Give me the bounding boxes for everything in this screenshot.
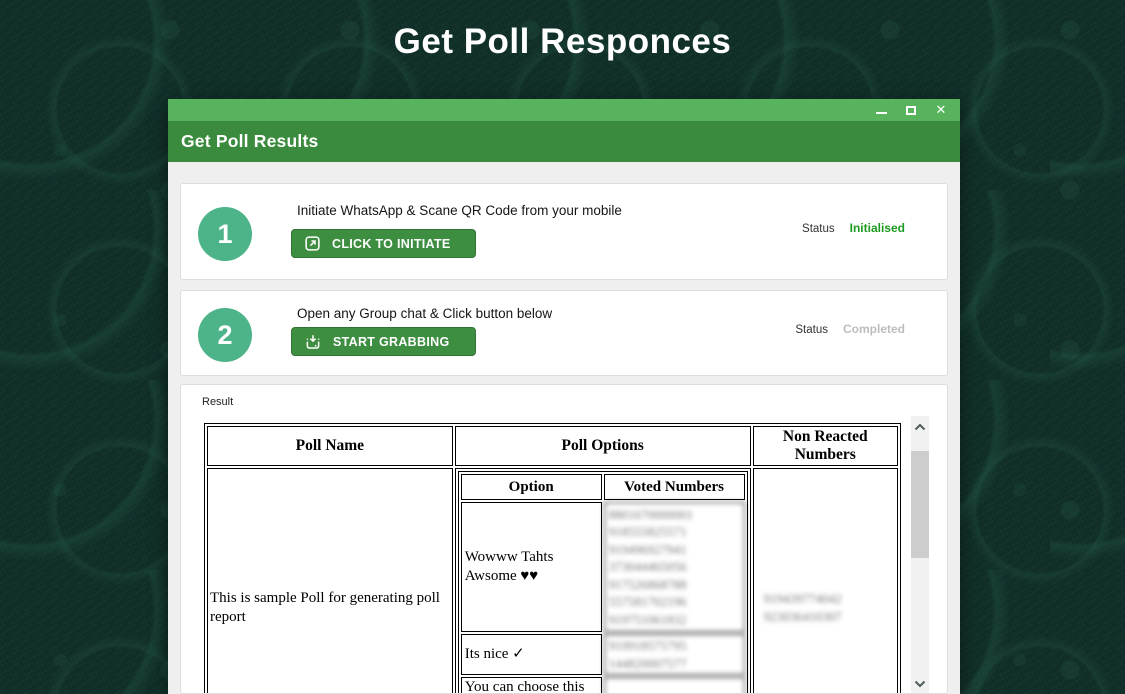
result-scrollbar[interactable] bbox=[911, 416, 929, 693]
step-instruction-1: Initiate WhatsApp & Scane QR Code from y… bbox=[297, 203, 622, 218]
table-header-row: Poll Name Poll Options Non Reacted Numbe… bbox=[207, 426, 898, 466]
option-row: Wowww Tahts Awsome ♥♥ 8801670000001 9185… bbox=[460, 502, 745, 632]
voted-numbers-subheader: Voted Numbers bbox=[603, 474, 745, 500]
maximize-icon bbox=[906, 105, 916, 115]
status-value: Completed bbox=[842, 322, 905, 336]
scroll-down-button[interactable] bbox=[911, 675, 929, 693]
non-reacted-header: Non Reacted Numbers bbox=[752, 426, 898, 466]
poll-options-cell: Option Voted Numbers Wowww Tahts Awsome … bbox=[454, 468, 751, 693]
window-header-title: Get Poll Results bbox=[181, 131, 319, 151]
poll-options-header: Poll Options bbox=[454, 426, 751, 466]
step-instruction-2: Open any Group chat & Click button below bbox=[297, 306, 553, 321]
minimize-button[interactable] bbox=[874, 103, 888, 117]
option-cell: You can choose this bbox=[460, 677, 602, 693]
non-reacted-numbers: 919439774042 923036410307 bbox=[763, 591, 842, 624]
close-icon: ✕ bbox=[935, 102, 947, 117]
button-label: START GRABBING bbox=[333, 334, 450, 349]
result-label: Result bbox=[202, 396, 234, 408]
start-grabbing-button[interactable]: START GRABBING bbox=[291, 327, 476, 356]
option-cell: Its nice ✓ bbox=[460, 634, 602, 675]
option-row: Its nice ✓ 919918575795 144820007577 bbox=[460, 634, 745, 675]
status-label: Status bbox=[802, 223, 835, 235]
voted-numbers-cell: 8801670000001 918555825571 919496927941 … bbox=[603, 502, 745, 632]
window-content: 1 Initiate WhatsApp & Scane QR Code from… bbox=[168, 162, 960, 694]
options-table: Option Voted Numbers Wowww Tahts Awsome … bbox=[457, 471, 748, 693]
status-row-1: Status Initialised bbox=[802, 221, 905, 235]
launch-icon bbox=[305, 236, 320, 251]
step-card-1: 1 Initiate WhatsApp & Scane QR Code from… bbox=[180, 183, 948, 280]
scrollbar-thumb[interactable] bbox=[911, 451, 929, 558]
table-body-row: This is sample Poll for generating poll … bbox=[207, 468, 898, 693]
download-tray-icon bbox=[306, 334, 320, 349]
poll-name-header: Poll Name bbox=[207, 426, 453, 466]
voted-numbers-cell: 919918575795 144820007577 bbox=[603, 634, 745, 675]
result-card: Result Poll Name Poll Options Non Reacte… bbox=[180, 384, 948, 694]
option-cell: Wowww Tahts Awsome ♥♥ bbox=[460, 502, 602, 632]
step-number-badge-2: 2 bbox=[198, 308, 252, 362]
chevron-up-icon bbox=[914, 423, 926, 431]
voted-numbers-cell bbox=[603, 677, 745, 693]
option-row: You can choose this bbox=[460, 677, 745, 693]
status-value: Initialised bbox=[849, 221, 905, 235]
scroll-up-button[interactable] bbox=[911, 418, 929, 436]
chevron-down-icon bbox=[914, 680, 926, 688]
poll-name-cell: This is sample Poll for generating poll … bbox=[207, 468, 453, 693]
window-header: Get Poll Results bbox=[168, 121, 960, 162]
result-table-wrap: Poll Name Poll Options Non Reacted Numbe… bbox=[204, 423, 907, 693]
options-header-row: Option Voted Numbers bbox=[460, 474, 745, 500]
status-label: Status bbox=[795, 324, 828, 336]
maximize-button[interactable] bbox=[904, 103, 918, 117]
status-row-2: Status Completed bbox=[795, 322, 905, 336]
window-titlebar: ✕ bbox=[168, 99, 960, 121]
poll-results-table: Poll Name Poll Options Non Reacted Numbe… bbox=[204, 423, 901, 693]
minimize-icon bbox=[875, 112, 887, 114]
non-reacted-cell: 919439774042 923036410307 bbox=[752, 468, 898, 693]
page-title: Get Poll Responces bbox=[393, 22, 732, 61]
step-card-2: 2 Open any Group chat & Click button bel… bbox=[180, 290, 948, 376]
step-number-badge-1: 1 bbox=[198, 207, 252, 261]
app-window: ✕ Get Poll Results 1 Initiate WhatsApp &… bbox=[168, 99, 960, 694]
close-button[interactable]: ✕ bbox=[934, 103, 948, 117]
button-label: CLICK TO INITIATE bbox=[332, 236, 451, 251]
click-to-initiate-button[interactable]: CLICK TO INITIATE bbox=[291, 229, 476, 258]
option-subheader: Option bbox=[460, 474, 602, 500]
